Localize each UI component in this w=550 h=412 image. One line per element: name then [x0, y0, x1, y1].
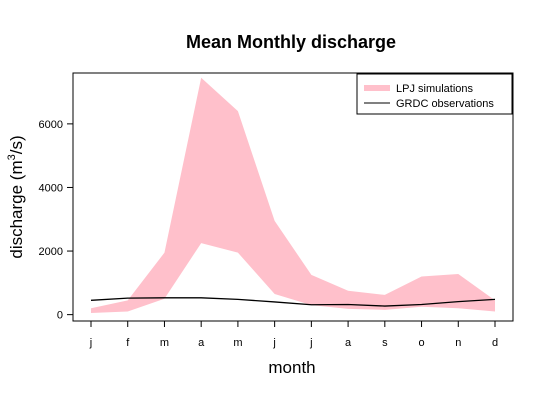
y-tick-label: 2000: [39, 246, 63, 258]
x-tick-label: j: [89, 337, 92, 349]
legend-box: [356, 73, 513, 115]
x-tick-label: a: [198, 337, 205, 349]
y-axis-label-tail: /s): [7, 135, 26, 154]
x-tick-label: d: [492, 337, 498, 349]
legend-label-lpj: LPJ simulations: [396, 83, 474, 95]
x-axis-label: month: [268, 358, 315, 377]
legend: LPJ simulations GRDC observations: [356, 73, 513, 115]
plot-frame: [72, 72, 514, 322]
y-tick-label: 0: [57, 310, 63, 322]
legend-label-grdc: GRDC observations: [396, 98, 494, 110]
x-tick-label: m: [233, 337, 242, 349]
x-tick-label: s: [382, 337, 388, 349]
y-axis-label-superscript: 3: [6, 154, 18, 160]
x-tick-label: j: [272, 337, 275, 349]
y-tick-label: 6000: [39, 119, 63, 131]
y-tick-label: 4000: [39, 182, 63, 194]
x-tick-label: f: [126, 337, 130, 349]
x-tick-label: a: [345, 337, 352, 349]
plot-area: [90, 77, 496, 314]
x-tick-label: j: [309, 337, 312, 349]
y-axis: 0 2000 4000 6000: [39, 119, 73, 322]
series-band-lpj-simulations: [91, 77, 495, 314]
x-tick-label: m: [160, 337, 169, 349]
x-tick-label: n: [455, 337, 461, 349]
series-line-grdc-observations: [90, 297, 496, 307]
y-axis-label-main: discharge (m: [7, 160, 26, 258]
y-axis-label: discharge (m3/s): [6, 135, 26, 258]
chart-title: Mean Monthly discharge: [186, 32, 396, 52]
x-tick-label: o: [418, 337, 424, 349]
